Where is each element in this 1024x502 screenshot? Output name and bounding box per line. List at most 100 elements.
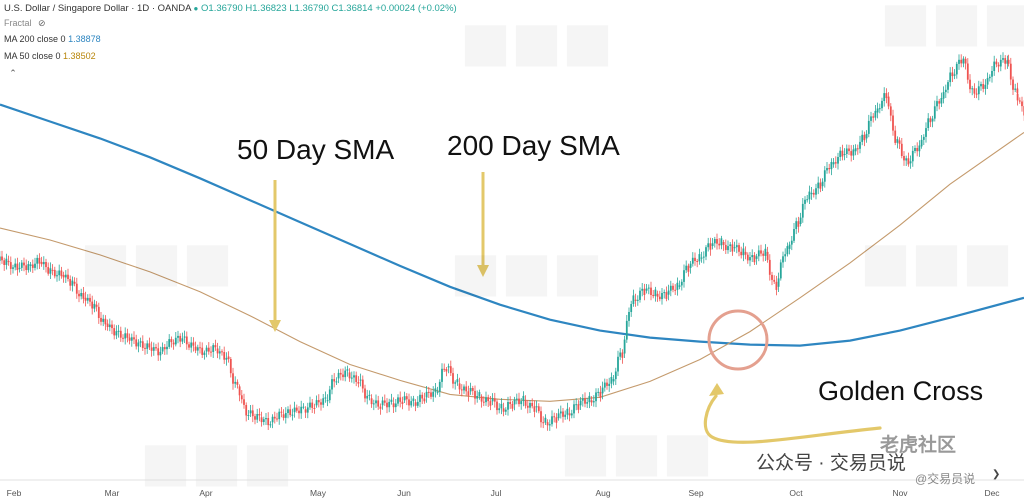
- candle-body: [588, 395, 591, 403]
- candle-body: [476, 396, 479, 399]
- candle-body: [493, 398, 496, 402]
- candle-body: [834, 162, 837, 164]
- annotation-overlay: ■■■ ■■■ ■■■ ■■■ ■■■ ■■■ ■■■: [80, 0, 1024, 493]
- x-tick-label: Feb: [7, 488, 22, 498]
- candle-body: [936, 101, 938, 107]
- candle-body: [621, 352, 624, 358]
- candle-body: [817, 182, 820, 189]
- candle-body: [414, 402, 417, 406]
- fractal-indicator[interactable]: Fractal ⊘: [4, 18, 46, 29]
- candle-body: [243, 399, 245, 405]
- candle-body: [122, 337, 124, 339]
- candle-body: [867, 120, 870, 134]
- x-tick-label: Nov: [892, 488, 908, 498]
- x-tick-label: Oct: [789, 488, 803, 498]
- candle-body: [137, 342, 140, 347]
- candle-body: [502, 408, 505, 412]
- candle-body: [357, 382, 360, 384]
- chevron-right-icon[interactable]: ❯: [992, 469, 1001, 480]
- candle-body: [515, 398, 518, 400]
- watermark-glyph: ■■■: [80, 230, 233, 293]
- candle-body: [546, 422, 549, 426]
- candle-body: [60, 270, 63, 277]
- candle-body: [885, 93, 888, 99]
- candle-body: [735, 245, 738, 248]
- candle-body: [249, 410, 252, 414]
- eye-slash-icon[interactable]: ⊘: [38, 18, 46, 28]
- candle-body: [36, 257, 39, 264]
- candle-body: [278, 411, 281, 420]
- candle-body: [346, 369, 349, 371]
- candle-body: [694, 257, 696, 261]
- candle-body: [678, 285, 681, 287]
- candle-body: [366, 395, 369, 399]
- candle-body: [630, 304, 633, 312]
- candle-body: [960, 59, 963, 64]
- ma200-path: [0, 103, 1024, 347]
- candle-body: [856, 148, 859, 150]
- candle-body: [797, 221, 800, 227]
- candle-body: [922, 136, 925, 140]
- candlestick-series: [0, 52, 1024, 431]
- ma50-indicator[interactable]: MA 50 close 0 1.38502: [4, 51, 96, 61]
- candle-body: [392, 403, 395, 408]
- candle-body: [227, 356, 230, 359]
- candle-body: [14, 263, 17, 268]
- ma50-label: MA 50 close 0: [4, 51, 61, 61]
- candle-body: [51, 269, 54, 271]
- candle-body: [771, 274, 773, 280]
- candle-body: [507, 402, 509, 410]
- candle-body: [669, 285, 672, 291]
- candle-body: [229, 359, 232, 374]
- candle-body: [80, 293, 83, 297]
- candle-body: [181, 338, 184, 342]
- candle-body: [192, 342, 195, 346]
- candle-body: [564, 414, 567, 417]
- candle-body: [177, 335, 179, 338]
- candle-body: [854, 148, 857, 152]
- candle-body: [863, 134, 866, 141]
- candle-body: [240, 395, 243, 400]
- chart-legend-title: U.S. Dollar / Singapore Dollar · 1D · OA…: [4, 3, 457, 14]
- candle-body: [130, 337, 133, 341]
- candle-body: [614, 371, 617, 380]
- candle-body: [986, 78, 989, 85]
- candle-body: [311, 402, 314, 408]
- candle-body: [135, 339, 138, 347]
- candle-body: [0, 256, 1, 261]
- candle-body: [141, 341, 144, 348]
- candle-body: [1007, 59, 1010, 64]
- candle-body: [953, 74, 956, 76]
- ma200-indicator[interactable]: MA 200 close 0 1.38878: [4, 34, 101, 44]
- candle-body: [115, 331, 118, 336]
- candle-body: [372, 403, 375, 405]
- candle-body: [456, 379, 459, 383]
- candle-body: [628, 312, 630, 321]
- candle-body: [850, 151, 853, 156]
- candle-body: [469, 388, 472, 392]
- candle-body: [878, 108, 881, 110]
- candle-body: [1021, 101, 1023, 107]
- candle-body: [355, 375, 358, 382]
- candle-body: [434, 388, 437, 392]
- candle-body: [412, 398, 415, 402]
- candle-body: [386, 402, 388, 408]
- candle-body: [606, 382, 608, 386]
- candle-body: [533, 406, 536, 412]
- candle-body: [157, 348, 160, 356]
- candle-body: [755, 256, 758, 259]
- candle-body: [777, 278, 780, 287]
- close-value: C1.36814: [331, 3, 373, 14]
- candle-body: [1012, 79, 1014, 90]
- chevron-up-icon[interactable]: ⌃: [9, 68, 17, 78]
- candle-body: [744, 251, 747, 255]
- symbol-label: U.S. Dollar / Singapore Dollar · 1D · OA…: [4, 3, 191, 14]
- candle-body: [185, 336, 188, 345]
- candle-body: [531, 403, 534, 407]
- candle-body: [933, 106, 936, 119]
- candle-body: [559, 411, 562, 414]
- candle-body: [852, 149, 855, 156]
- candle-body: [511, 404, 514, 409]
- candle-body: [537, 406, 540, 412]
